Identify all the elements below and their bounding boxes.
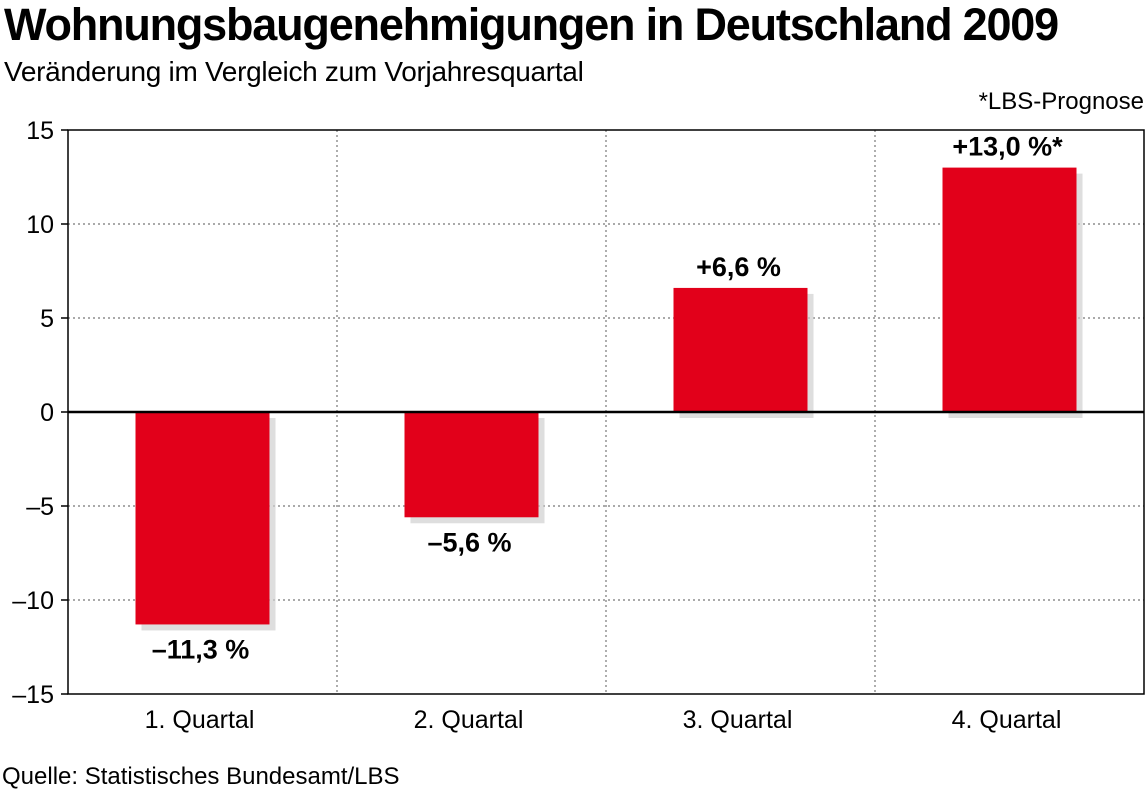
- y-tick-label: 5: [40, 305, 54, 333]
- y-tick-label: –5: [26, 493, 54, 521]
- category-label: 2. Quartal: [414, 706, 524, 734]
- category-label: 3. Quartal: [683, 706, 793, 734]
- data-label: +13,0 %*: [952, 132, 1063, 162]
- bar: [135, 412, 270, 625]
- bar: [673, 287, 808, 412]
- y-tick-label: –10: [12, 587, 54, 615]
- data-label: –5,6 %: [427, 527, 511, 557]
- bar: [942, 167, 1077, 412]
- bar: [404, 412, 539, 518]
- chart-subtitle: Veränderung im Vergleich zum Vorjahresqu…: [4, 56, 584, 87]
- source-note: Quelle: Statistisches Bundesamt/LBS: [2, 763, 400, 790]
- category-label: 4. Quartal: [952, 706, 1062, 734]
- y-tick-label: 0: [40, 399, 54, 427]
- y-tick-label: 10: [26, 211, 54, 239]
- category-label: 1. Quartal: [145, 706, 255, 734]
- chart-title: Wohnungsbaugenehmigungen in Deutschland …: [4, 0, 1059, 50]
- y-tick-label: –15: [12, 681, 54, 709]
- y-tick-label: 15: [26, 117, 54, 145]
- data-label: –11,3 %: [152, 634, 250, 664]
- forecast-note: *LBS-Prognose: [978, 88, 1144, 115]
- data-label: +6,6 %: [696, 252, 781, 282]
